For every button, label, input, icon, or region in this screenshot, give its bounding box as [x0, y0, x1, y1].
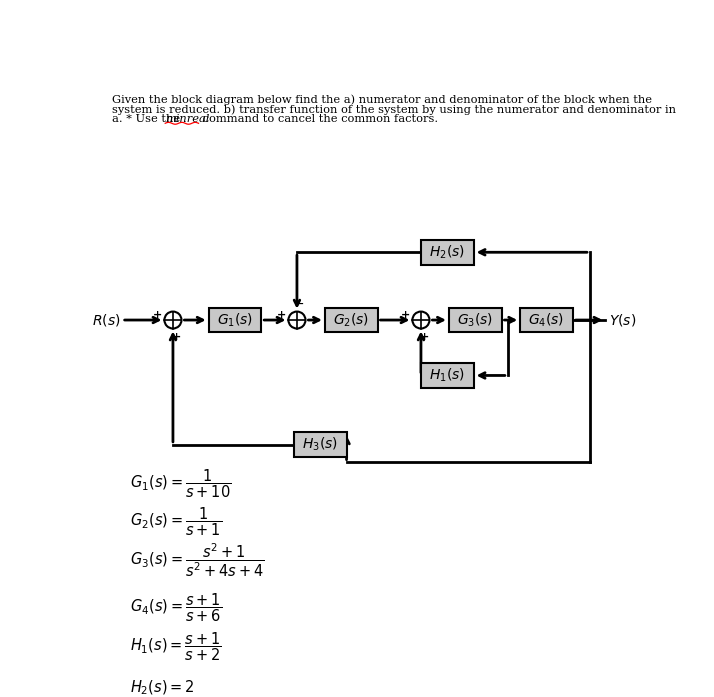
Circle shape — [164, 312, 181, 328]
Text: a. * Use the: a. * Use the — [113, 114, 184, 125]
Text: $Y(s)$: $Y(s)$ — [609, 312, 637, 328]
Text: command to cancel the common factors.: command to cancel the common factors. — [199, 114, 438, 125]
Text: $G_3(s)$: $G_3(s)$ — [457, 312, 493, 329]
FancyBboxPatch shape — [294, 432, 346, 457]
Text: $H_3(s)$: $H_3(s)$ — [302, 436, 338, 454]
Text: $G_4(s)=\dfrac{s+1}{s+6}$: $G_4(s)=\dfrac{s+1}{s+6}$ — [129, 592, 222, 625]
Text: $H_1(s)$: $H_1(s)$ — [429, 367, 466, 384]
Text: +: + — [171, 332, 181, 342]
Text: +: + — [277, 310, 286, 321]
Circle shape — [288, 312, 306, 328]
Text: $G_2(s)$: $G_2(s)$ — [333, 312, 369, 329]
Text: −: − — [295, 298, 304, 309]
Text: $G_2(s)=\dfrac{1}{s+1}$: $G_2(s)=\dfrac{1}{s+1}$ — [129, 505, 222, 538]
FancyBboxPatch shape — [325, 307, 378, 332]
Text: $G_1(s)=\dfrac{1}{s+10}$: $G_1(s)=\dfrac{1}{s+10}$ — [129, 467, 231, 500]
FancyBboxPatch shape — [208, 307, 261, 332]
Circle shape — [413, 312, 430, 328]
Text: +: + — [401, 310, 410, 321]
FancyBboxPatch shape — [449, 307, 501, 332]
Text: $G_4(s)$: $G_4(s)$ — [528, 312, 565, 329]
Text: system is reduced. b) transfer function of the system by using the numerator and: system is reduced. b) transfer function … — [113, 105, 676, 115]
Text: $H_2(s)$: $H_2(s)$ — [429, 243, 466, 261]
FancyBboxPatch shape — [521, 307, 573, 332]
FancyBboxPatch shape — [421, 363, 473, 388]
Text: +: + — [419, 332, 428, 342]
Text: $H_2(s)=2$: $H_2(s)=2$ — [129, 678, 194, 696]
Text: $G_1(s)$: $G_1(s)$ — [217, 312, 253, 329]
Text: $R(s)$: $R(s)$ — [92, 312, 120, 328]
Text: Given the block diagram below find the a) numerator and denominator of the block: Given the block diagram below find the a… — [113, 94, 653, 105]
Text: +: + — [153, 310, 162, 321]
FancyBboxPatch shape — [421, 240, 473, 265]
Text: minreal: minreal — [165, 114, 210, 125]
Text: $G_3(s)=\dfrac{s^2+1}{s^2+4s+4}$: $G_3(s)=\dfrac{s^2+1}{s^2+4s+4}$ — [129, 542, 264, 579]
Text: $H_1(s)=\dfrac{s+1}{s+2}$: $H_1(s)=\dfrac{s+1}{s+2}$ — [129, 630, 221, 663]
